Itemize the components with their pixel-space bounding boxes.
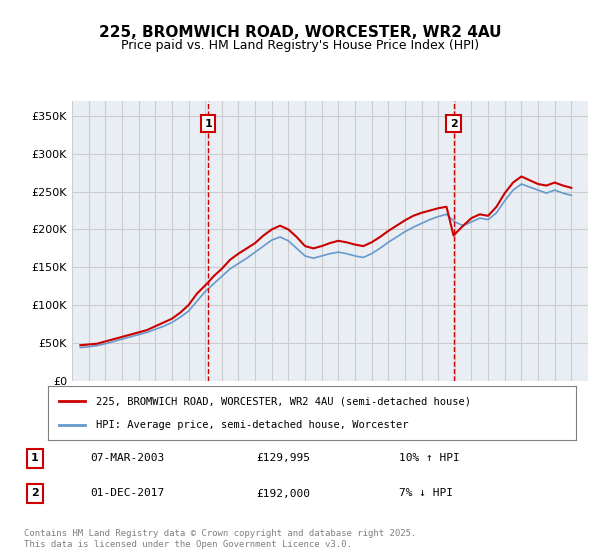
Text: 07-MAR-2003: 07-MAR-2003 <box>90 453 164 463</box>
Text: 2: 2 <box>449 119 457 128</box>
Text: £129,995: £129,995 <box>256 453 310 463</box>
Text: 7% ↓ HPI: 7% ↓ HPI <box>400 488 454 498</box>
Text: 2: 2 <box>31 488 39 498</box>
Text: 01-DEC-2017: 01-DEC-2017 <box>90 488 164 498</box>
Text: HPI: Average price, semi-detached house, Worcester: HPI: Average price, semi-detached house,… <box>95 419 408 430</box>
Text: 225, BROMWICH ROAD, WORCESTER, WR2 4AU (semi-detached house): 225, BROMWICH ROAD, WORCESTER, WR2 4AU (… <box>95 396 470 407</box>
Text: 225, BROMWICH ROAD, WORCESTER, WR2 4AU: 225, BROMWICH ROAD, WORCESTER, WR2 4AU <box>99 25 501 40</box>
Text: £192,000: £192,000 <box>256 488 310 498</box>
Text: 10% ↑ HPI: 10% ↑ HPI <box>400 453 460 463</box>
Text: 1: 1 <box>31 453 39 463</box>
Text: Contains HM Land Registry data © Crown copyright and database right 2025.
This d: Contains HM Land Registry data © Crown c… <box>24 529 416 549</box>
Text: Price paid vs. HM Land Registry's House Price Index (HPI): Price paid vs. HM Land Registry's House … <box>121 39 479 52</box>
Text: 1: 1 <box>204 119 212 128</box>
